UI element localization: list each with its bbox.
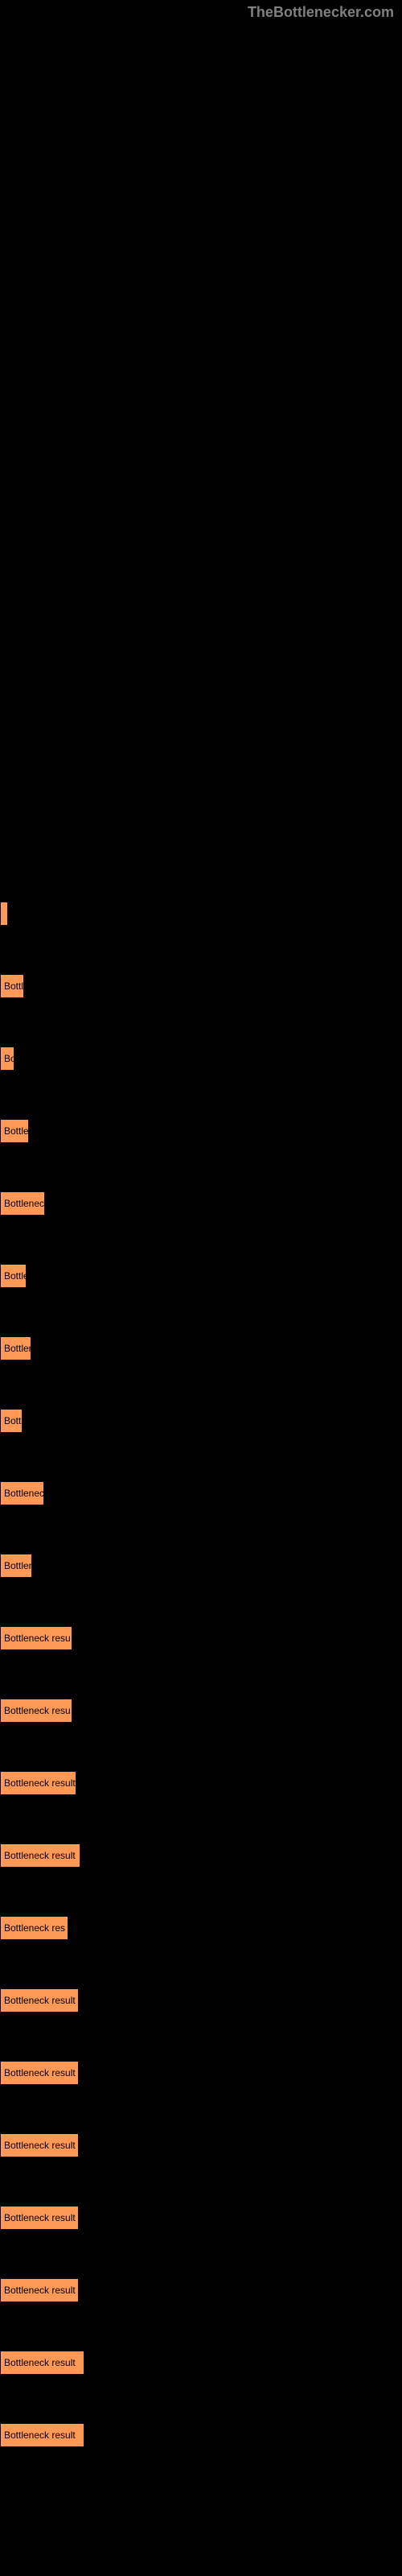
bar-label: Bottlen [4,1125,29,1137]
bar: Bottleneck result [0,2206,79,2230]
bar: Bottle [0,974,24,998]
bar: Bottleneck result [0,2061,79,2085]
bar-row: Bottleneck result [0,1843,402,1868]
bar-row [0,902,402,926]
bar-label: Bottleneck [4,1198,45,1209]
bar: Bottleneck result [0,2133,79,2157]
bar: Bottleneck res [0,1916,68,1940]
chart-container: Bottle Bo Bottlen Bottleneck Bottlen Bottlene… [0,0,402,2447]
bar-row: Bottleneck res [0,1916,402,1940]
bar-label: Bottleneck resu [4,1633,71,1644]
bar [0,902,8,926]
bar: Bottleneck result [0,1771,76,1795]
bar-row: Bottlene [0,1554,402,1578]
bar-label: Bottlene [4,1560,32,1571]
bar: Bottlen [0,1119,29,1143]
bar-row: Bottleneck result [0,2423,402,2447]
bar-row: Bottlene [0,1336,402,1360]
bar-row: Bottle [0,974,402,998]
bar: Bottlen [0,1264,27,1288]
bar-label: Bottl [4,1415,23,1426]
bar: Bottleneck [0,1481,44,1505]
bar-label: Bottleneck res [4,1922,65,1934]
bar-row: Bottleneck resu [0,1699,402,1723]
bar: Bottlene [0,1554,32,1578]
bar-row: Bottleneck result [0,2278,402,2302]
bar-row: Bottleneck result [0,2133,402,2157]
bar: Bottlene [0,1336,31,1360]
bar: Bottleneck result [0,2351,84,2375]
bar-label: Bottleneck result [4,1995,76,2006]
bar: Bo [0,1046,14,1071]
bar-row: Bottleneck [0,1481,402,1505]
bar: Bottleneck resu [0,1626,72,1650]
bar-row: Bottleneck result [0,2206,402,2230]
bar-label: Bottleneck result [4,2212,76,2223]
bar-row: Bottleneck [0,1191,402,1216]
bar-label: Bottleneck result [4,1777,76,1789]
bar-label: Bottleneck [4,1488,44,1499]
bar-row: Bottl [0,1409,402,1433]
bar: Bottleneck result [0,1843,80,1868]
bar-label: Bottleneck resu [4,1705,71,1716]
bar: Bottleneck result [0,2423,84,2447]
bar: Bottleneck result [0,2278,79,2302]
watermark: TheBottlenecker.com [248,4,394,21]
bar-label: Bottleneck result [4,2140,76,2151]
bar: Bottleneck result [0,1988,79,2013]
bar-label: Bo [4,1053,14,1064]
bar: Bottleneck resu [0,1699,72,1723]
bar-row: Bottleneck result [0,1988,402,2013]
bar-label: Bottlen [4,1270,27,1282]
bar: Bottl [0,1409,23,1433]
bar-label: Bottlene [4,1343,31,1354]
bar-label: Bottle [4,980,24,992]
bar-row: Bottleneck result [0,1771,402,1795]
bar-label: Bottleneck result [4,1850,76,1861]
bar-label: Bottleneck result [4,2067,76,2079]
bar-label: Bottleneck result [4,2357,76,2368]
bar-row: Bottleneck resu [0,1626,402,1650]
bar-row: Bottleneck result [0,2061,402,2085]
bar-label: Bottleneck result [4,2429,76,2441]
bar-row: Bottleneck result [0,2351,402,2375]
bar-row: Bottlen [0,1119,402,1143]
bar-row: Bottlen [0,1264,402,1288]
bar-row: Bo [0,1046,402,1071]
bar: Bottleneck [0,1191,45,1216]
bar-label: Bottleneck result [4,2285,76,2296]
